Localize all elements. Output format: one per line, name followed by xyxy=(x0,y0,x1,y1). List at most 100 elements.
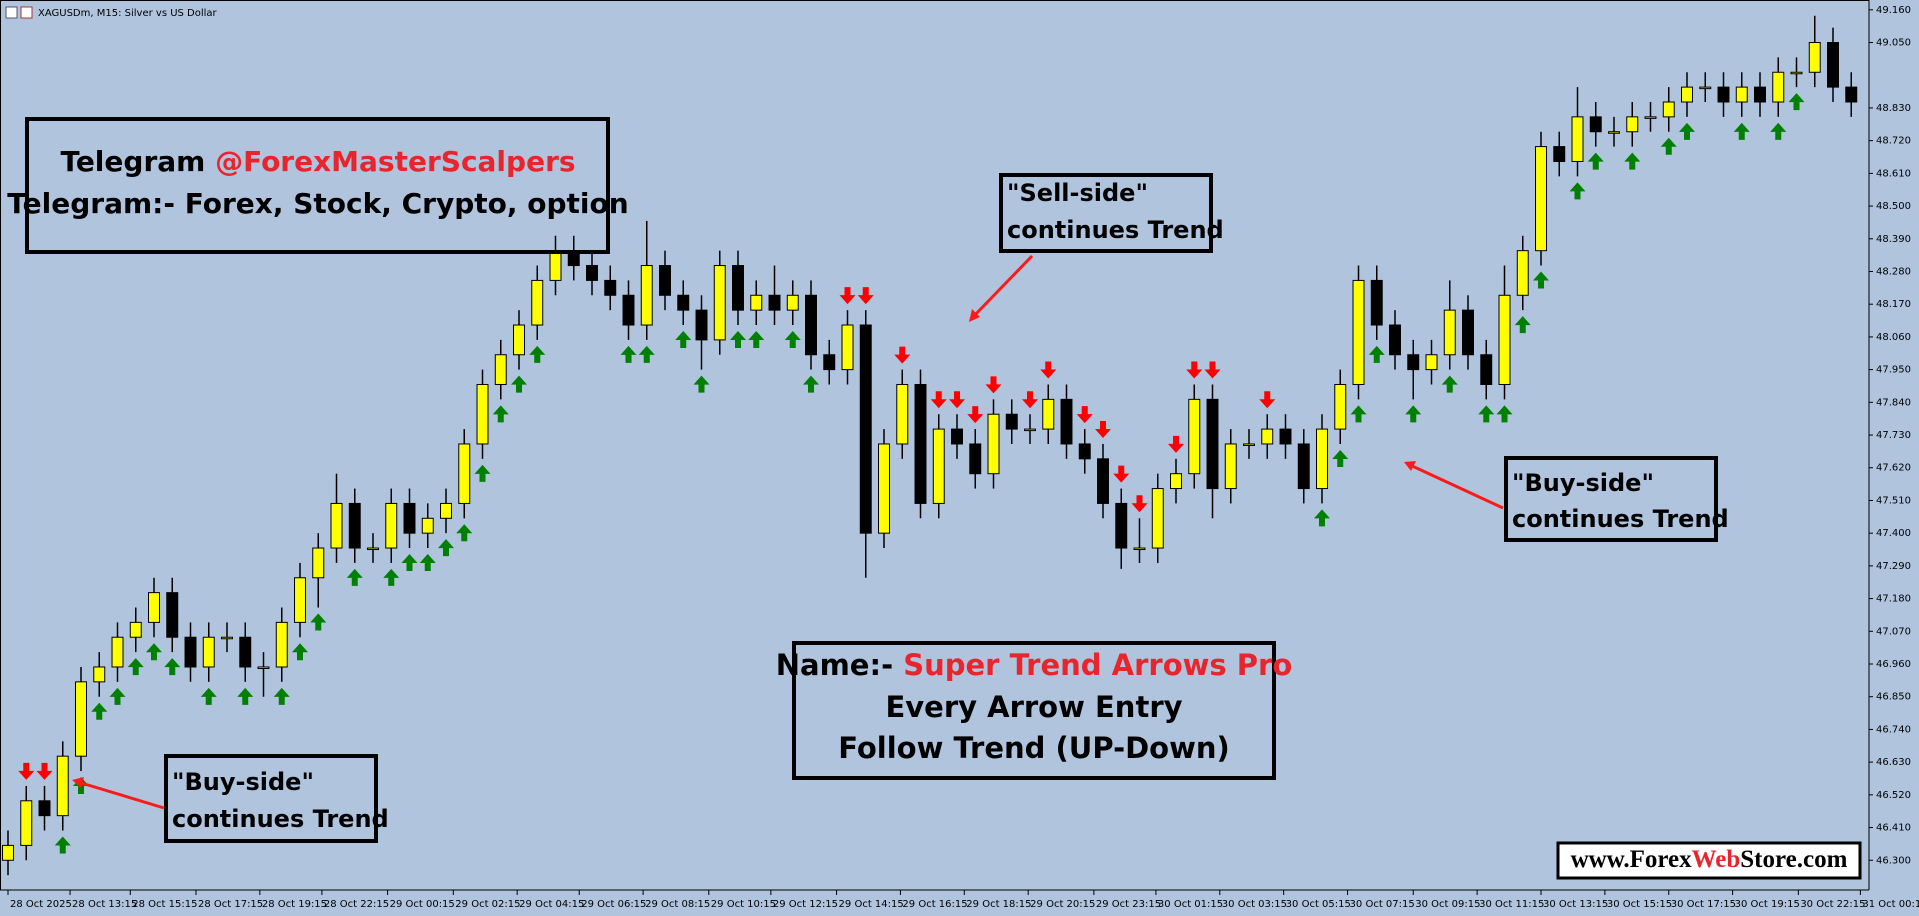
down-arrow xyxy=(894,346,911,364)
y-tick-label: 49.160 xyxy=(1876,5,1911,16)
candle-body xyxy=(56,755,69,817)
up-arrow xyxy=(693,375,710,393)
candle-body xyxy=(476,383,489,445)
annotation-text: Super Trend Arrows Pro xyxy=(903,648,1292,682)
candle-body xyxy=(1279,428,1292,445)
candle-body xyxy=(1717,86,1730,103)
up-arrow xyxy=(1733,122,1750,140)
x-tick-label: 29 Oct 16:15 xyxy=(902,899,967,910)
candle-body xyxy=(1608,131,1620,134)
x-tick-label: 29 Oct 23:15 xyxy=(1096,899,1161,910)
x-tick-label: 29 Oct 04:15 xyxy=(519,899,584,910)
candle-body xyxy=(1334,383,1347,430)
up-arrow xyxy=(748,331,765,349)
up-arrow xyxy=(438,539,454,557)
candle-body xyxy=(1662,101,1675,118)
down-arrow xyxy=(839,287,856,305)
annotation: Name:- Super Trend Arrows Pro xyxy=(776,648,1293,682)
y-tick-label: 46.520 xyxy=(1876,790,1911,801)
up-arrow xyxy=(456,524,473,542)
y-tick-label: 46.410 xyxy=(1876,823,1911,834)
up-arrow xyxy=(401,554,418,572)
candle-body xyxy=(622,294,635,326)
candle-body xyxy=(221,636,233,640)
candle-body xyxy=(1571,116,1584,162)
annotation-text: continues Trend xyxy=(172,805,389,833)
icon xyxy=(20,6,33,19)
candle-body xyxy=(823,354,836,371)
x-tick-label: 31 Oct 00:15 xyxy=(1862,899,1919,910)
candle-body xyxy=(421,517,434,534)
candle-body xyxy=(1024,428,1036,432)
chart-title: XAGUSDm, M15: Silver vs US Dollar xyxy=(38,8,218,19)
annotation: Telegram @ForexMasterScalpers xyxy=(60,145,575,178)
candle-body xyxy=(1206,398,1219,490)
up-arrow xyxy=(1478,405,1495,423)
candle-body xyxy=(93,666,106,683)
candle-body xyxy=(1097,458,1109,504)
up-arrow xyxy=(1314,509,1330,527)
annotation-box xyxy=(25,117,610,254)
x-tick-label: 30 Oct 15:15 xyxy=(1607,899,1672,910)
candle-body xyxy=(1407,354,1420,371)
candle-body xyxy=(786,294,799,311)
up-arrow xyxy=(146,643,162,661)
candle-body xyxy=(1626,116,1639,133)
x-tick-label: 30 Oct 22:15 xyxy=(1800,899,1865,910)
candle-body xyxy=(1352,279,1365,385)
plot-area xyxy=(2,15,1858,876)
candle-body xyxy=(987,413,1000,475)
annotation-box xyxy=(1556,841,1862,880)
candle-body xyxy=(1462,309,1474,356)
y-tick-label: 47.290 xyxy=(1876,561,1911,572)
candle-body xyxy=(1589,116,1602,133)
candle-body xyxy=(1480,354,1493,385)
candle-body xyxy=(969,443,982,475)
candle-body xyxy=(239,636,252,668)
candle-body xyxy=(750,294,763,311)
x-tick-label: 30 Oct 13:15 xyxy=(1543,899,1608,910)
candle-body xyxy=(640,265,653,326)
y-tick-label: 46.300 xyxy=(1876,855,1911,866)
up-arrow xyxy=(1660,137,1677,155)
candle-body xyxy=(732,265,744,311)
x-tick-label: 29 Oct 12:15 xyxy=(773,899,838,910)
candle-body xyxy=(20,800,33,846)
candle-body xyxy=(1151,488,1164,549)
y-tick-label: 47.950 xyxy=(1876,365,1911,376)
candle-body xyxy=(1042,398,1055,430)
annotation-text: continues Trend xyxy=(1007,216,1224,244)
candle-body xyxy=(330,502,343,549)
up-arrow xyxy=(1350,405,1367,423)
y-tick-label: 46.960 xyxy=(1876,659,1911,670)
y-tick-label: 48.280 xyxy=(1876,266,1911,277)
up-arrow xyxy=(529,345,546,363)
candle-body xyxy=(914,383,927,504)
x-tick-label: 28 Oct 22:15 xyxy=(324,899,389,910)
annotation-text: "Buy-side" xyxy=(1512,469,1654,497)
candle-body xyxy=(841,324,854,371)
y-tick-label: 48.060 xyxy=(1876,332,1911,343)
x-tick-label: 30 Oct 05:15 xyxy=(1286,899,1351,910)
pointer-arrow-head xyxy=(1404,461,1416,471)
y-tick-label: 47.620 xyxy=(1876,463,1911,474)
up-arrow xyxy=(1332,449,1349,467)
candle-body xyxy=(257,666,270,669)
up-arrow xyxy=(1624,152,1641,170)
up-arrow xyxy=(1587,152,1604,170)
x-tick-label: 28 Oct 17:15 xyxy=(198,899,263,910)
up-arrow xyxy=(675,331,692,349)
candle-body xyxy=(1535,146,1547,252)
candle-body xyxy=(1389,324,1401,356)
candle-body xyxy=(403,502,416,534)
candle-body xyxy=(586,265,598,281)
annotation-box xyxy=(999,173,1213,253)
candle-body xyxy=(1316,428,1328,490)
y-tick-label: 49.050 xyxy=(1876,38,1911,49)
candle-body xyxy=(458,443,471,504)
up-arrow xyxy=(127,658,144,676)
icon xyxy=(5,6,18,19)
candle-body xyxy=(2,844,14,861)
x-tick-label: 28 Oct 19:15 xyxy=(262,899,327,910)
